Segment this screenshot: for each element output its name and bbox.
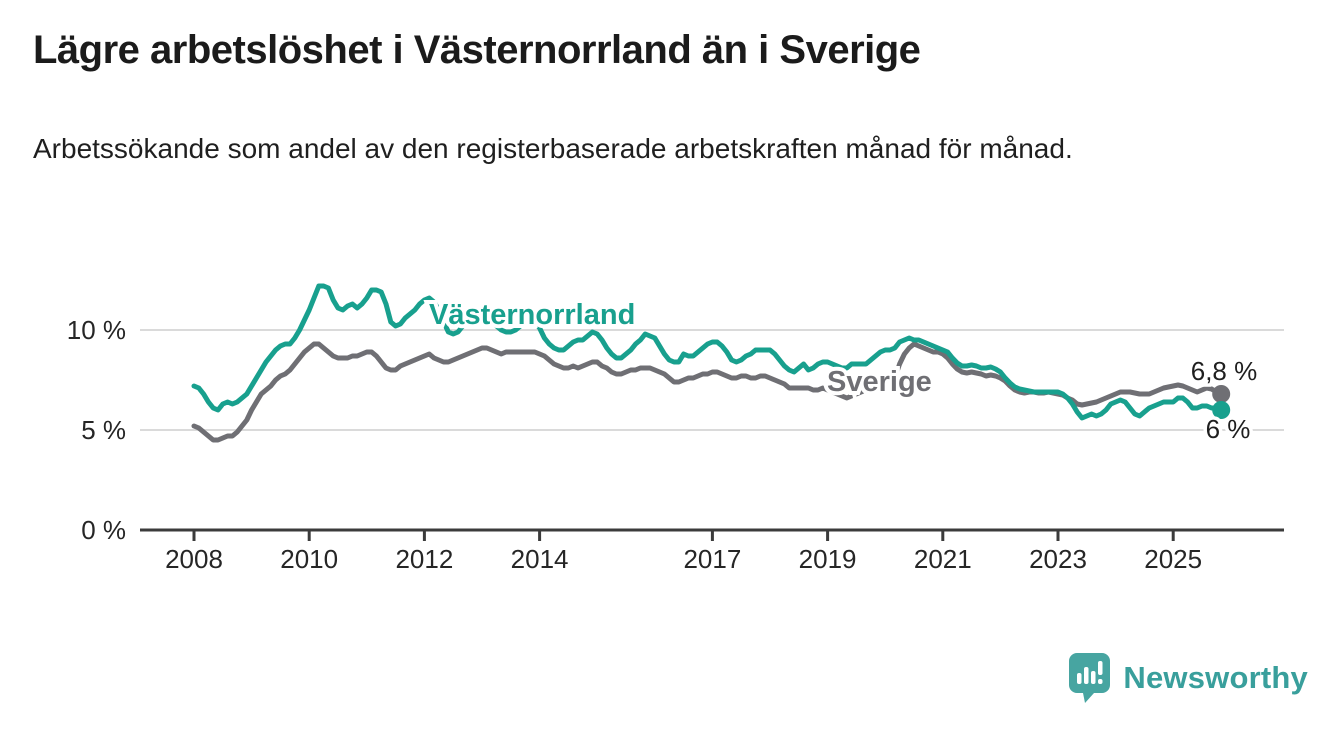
y-tick-label-0: 0 % <box>81 515 126 545</box>
newsworthy-icon <box>1069 653 1111 703</box>
series-line-sverige <box>191 341 1224 443</box>
end-value-label-sverige: 6,8 % <box>1191 356 1258 386</box>
x-tick-label-2017: 2017 <box>683 544 741 574</box>
series-label-västernorrland: Västernorrland <box>429 299 635 331</box>
x-tick-label-2021: 2021 <box>914 544 972 574</box>
x-tick-label-2014: 2014 <box>511 544 569 574</box>
x-tick-label-2025: 2025 <box>1144 544 1202 574</box>
x-tick-label-2019: 2019 <box>799 544 857 574</box>
end-dot-västernorrland <box>1212 401 1231 419</box>
end-dot-sverige <box>1212 385 1231 403</box>
y-tick-label-5: 5 % <box>81 415 126 445</box>
series-line-västernorrland <box>191 283 1224 421</box>
x-tick-label-2008: 2008 <box>165 544 223 574</box>
brand-name: Newsworthy <box>1123 660 1308 695</box>
x-tick-label-2010: 2010 <box>280 544 338 574</box>
x-tick-label-2023: 2023 <box>1029 544 1087 574</box>
newsworthy-logo: Newsworthy <box>1069 652 1308 704</box>
page-title: Lägre arbetslöshet i Västernorrland än i… <box>33 28 921 72</box>
series-label-sverige: Sverige <box>827 366 932 398</box>
end-value-label-västernorrland: 6 % <box>1206 414 1251 444</box>
page-subtitle: Arbetssökande som andel av den registerb… <box>33 133 1073 164</box>
y-tick-label-10: 10 % <box>67 315 126 345</box>
x-tick-label-2012: 2012 <box>395 544 453 574</box>
